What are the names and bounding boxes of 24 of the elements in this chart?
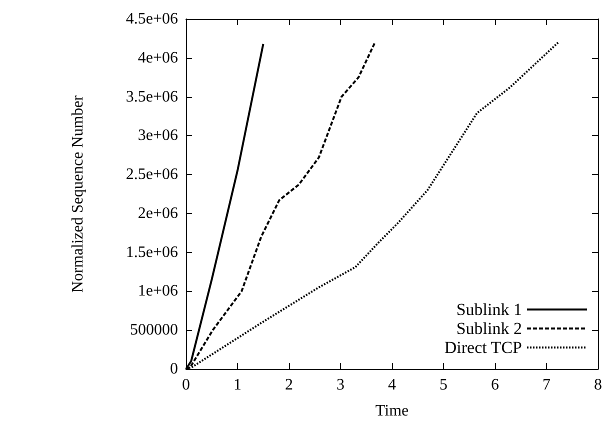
y-tick-label: 0 — [170, 360, 178, 378]
x-tick-label: 4 — [388, 376, 396, 394]
legend-label: Direct TCP — [444, 338, 522, 357]
legend-label: Sublink 1 — [456, 300, 522, 319]
x-tick-label: 6 — [491, 376, 499, 394]
x-tick-label: 5 — [440, 376, 448, 394]
y-tick-label: 2e+06 — [138, 204, 178, 222]
x-tick-label: 7 — [542, 376, 550, 394]
legend-label: Sublink 2 — [456, 319, 522, 338]
x-tick-label: 8 — [594, 376, 602, 394]
y-tick-label: 3.5e+06 — [126, 88, 178, 106]
y-tick-label: 4e+06 — [138, 49, 178, 66]
y-tick-label: 500000 — [130, 322, 178, 339]
y-tick-label: 1.5e+06 — [126, 244, 178, 261]
y-tick-label: 3e+06 — [138, 127, 178, 144]
x-tick-label: 0 — [182, 376, 190, 394]
y-tick-label: 2.5e+06 — [126, 166, 178, 184]
x-tick-label: 3 — [336, 376, 344, 394]
x-tick-label: 1 — [234, 376, 242, 394]
y-axis-title: Normalized Sequence Number — [70, 94, 86, 293]
y-tick-label: 1e+06 — [138, 282, 178, 300]
y-tick-label: 4.5e+06 — [126, 10, 178, 28]
x-tick-label: 2 — [285, 376, 293, 394]
x-axis-title: Time — [375, 402, 409, 420]
